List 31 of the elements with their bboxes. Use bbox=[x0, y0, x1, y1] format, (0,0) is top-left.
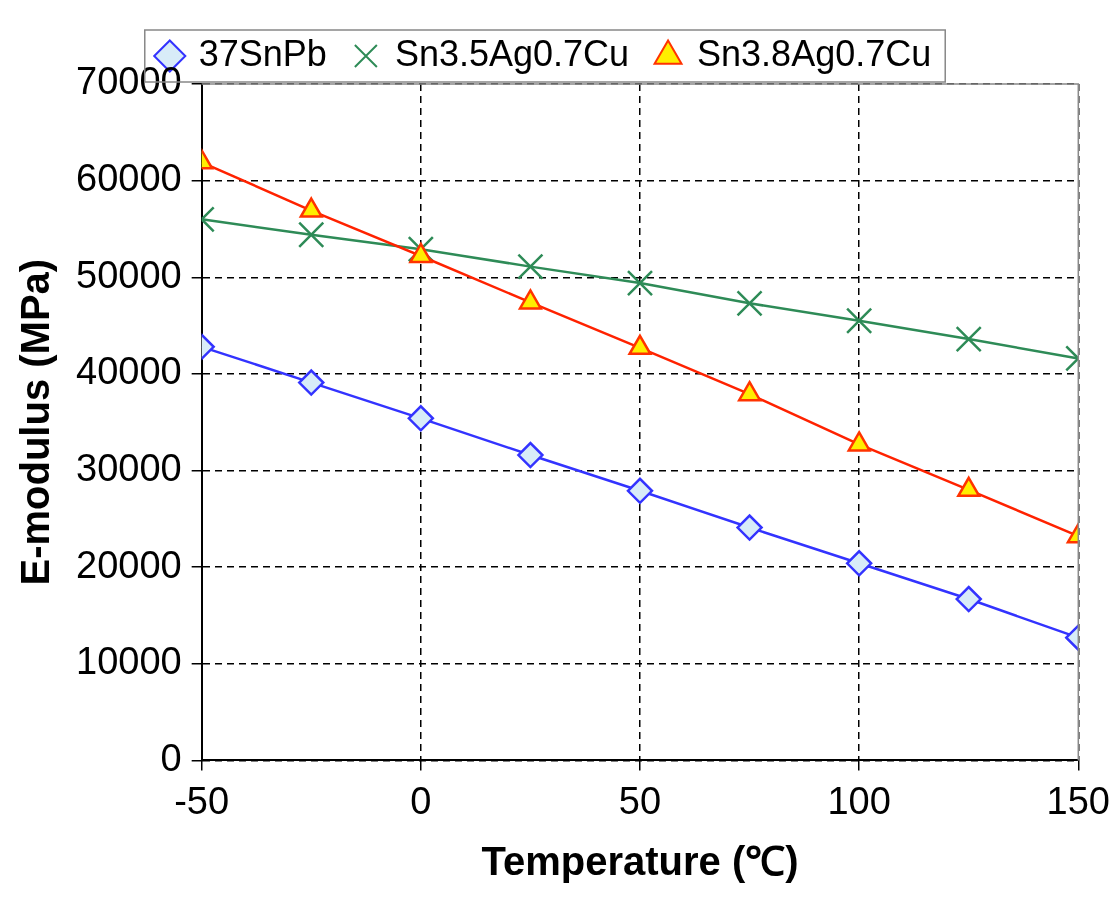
y-tick-label: 40000 bbox=[76, 350, 182, 393]
point bbox=[298, 369, 325, 396]
y-tick-label: 0 bbox=[160, 736, 182, 779]
y-tick-label: 30000 bbox=[76, 447, 182, 489]
point bbox=[517, 253, 544, 280]
y-tick-label: 60000 bbox=[76, 157, 182, 200]
point bbox=[626, 477, 654, 505]
point bbox=[736, 514, 763, 541]
legend-label: Sn3.5Ag0.7Cu bbox=[394, 32, 630, 74]
legend-label: Sn3.8Ag0.7Cu bbox=[697, 32, 932, 74]
y-tick-label: 50000 bbox=[76, 253, 182, 296]
point bbox=[626, 269, 654, 297]
point bbox=[845, 550, 873, 577]
x-tick-label: 100 bbox=[827, 779, 891, 822]
y-axis-title: E-modulus (MPa) bbox=[13, 258, 58, 586]
point bbox=[955, 325, 982, 353]
y-tick-label: 20000 bbox=[76, 543, 182, 586]
y-tick-label: 10000 bbox=[76, 640, 182, 683]
y-tick-label: 70000 bbox=[76, 60, 182, 103]
point bbox=[297, 221, 325, 249]
point bbox=[845, 307, 873, 335]
x-tick-label: 150 bbox=[1046, 779, 1110, 822]
point bbox=[736, 290, 763, 317]
point bbox=[407, 405, 435, 432]
legend-label: 37SnPb bbox=[198, 32, 327, 74]
point bbox=[955, 585, 982, 613]
point bbox=[517, 441, 544, 469]
x-axis-title: Temperature (℃) bbox=[481, 839, 799, 884]
x-tick-label: 0 bbox=[410, 779, 432, 822]
x-tick-label: -50 bbox=[174, 779, 230, 822]
x-tick-label: 50 bbox=[618, 779, 662, 822]
